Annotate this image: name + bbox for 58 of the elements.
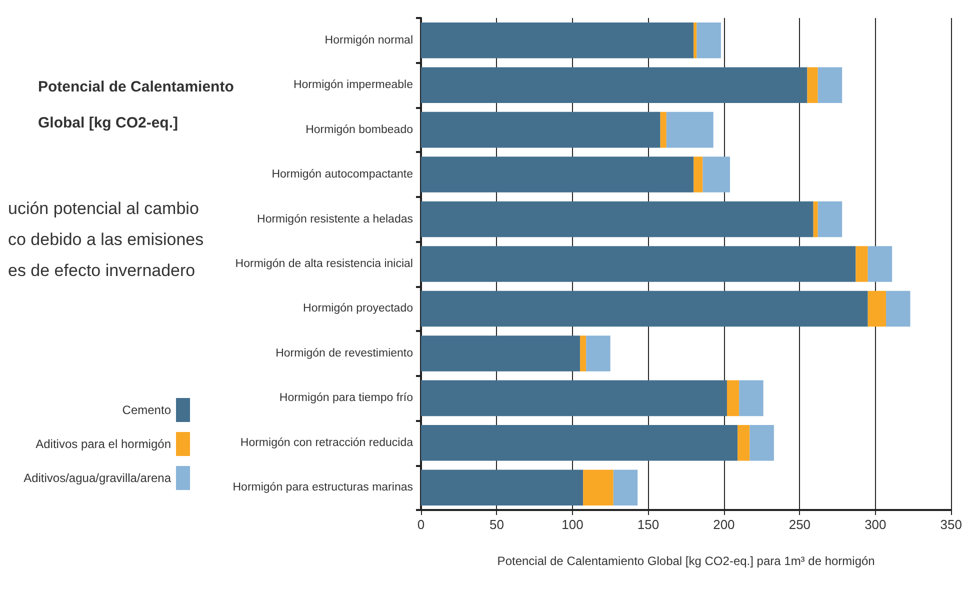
y-tick-label: Hormigón normal <box>324 34 413 46</box>
bar <box>421 336 580 372</box>
x-tick-label: 0 <box>417 517 425 532</box>
bar <box>868 246 892 282</box>
y-tick-label: Hormigón para tiempo frío <box>279 392 413 404</box>
y-tick-label: Hormigón de revestimiento <box>276 347 413 360</box>
bar <box>586 336 610 372</box>
x-tick-label: 50 <box>490 517 504 532</box>
bar <box>696 22 721 58</box>
y-tick-label: Hormigón de alta resistencia inicial <box>235 258 413 270</box>
bar <box>613 470 638 506</box>
x-axis-title: Potencial de Calentamiento Global [kg CO2-eq.] para 1m³ de hormigón <box>497 554 875 568</box>
bar <box>421 380 727 416</box>
bar <box>739 380 764 416</box>
bar <box>813 201 818 238</box>
y-tick-label: Hormigón proyectado <box>303 302 413 315</box>
bar <box>807 67 818 103</box>
bar <box>421 67 808 103</box>
bar <box>726 380 740 416</box>
y-tick-label: Hormigón bombeado <box>306 124 413 136</box>
x-tick-label: 100 <box>562 517 584 532</box>
bar <box>421 22 694 58</box>
bar <box>750 425 774 461</box>
chart-title: Potencial de Calentamiento Global [kg CO2-eq.] <box>38 78 234 132</box>
bar <box>694 22 697 58</box>
bar <box>421 246 856 282</box>
bar <box>580 336 586 372</box>
y-tick-label: Hormigón con retracción reducida <box>240 436 414 449</box>
legend-label: Aditivos/agua/gravilla/arena <box>24 471 172 485</box>
bar <box>702 156 730 192</box>
bar <box>421 156 694 192</box>
x-tick-label: 150 <box>637 517 660 532</box>
bar <box>856 246 868 282</box>
y-tick-label: Hormigón resistente a heladas <box>257 213 414 226</box>
x-tick-label: 300 <box>864 517 886 532</box>
y-tick-label: Hormigón para estructuras marinas <box>232 482 414 494</box>
bar <box>818 201 842 238</box>
bar <box>421 425 738 461</box>
bar <box>886 290 910 327</box>
bar <box>694 156 703 192</box>
legend-label: Aditivos para el hormigón <box>36 437 171 451</box>
bar <box>583 470 614 506</box>
legend-label: Cemento <box>122 403 172 417</box>
bar <box>421 201 814 238</box>
bar <box>660 112 666 148</box>
x-tick-label: 200 <box>713 517 735 532</box>
y-tick-label: Hormigón autocompactante <box>272 168 413 181</box>
bar <box>421 290 868 327</box>
text: ución potencial al cambio co debido a las emisiones es de efecto invernadero <box>8 199 204 280</box>
bar <box>868 290 886 327</box>
bar <box>738 425 750 461</box>
x-tick-label: 250 <box>788 517 811 532</box>
bar <box>421 470 584 506</box>
bar <box>818 67 842 103</box>
x-tick-label: 350 <box>940 517 962 532</box>
bar <box>421 112 660 148</box>
y-tick-label: Hormigón impermeable <box>293 79 413 92</box>
bar <box>666 112 714 148</box>
